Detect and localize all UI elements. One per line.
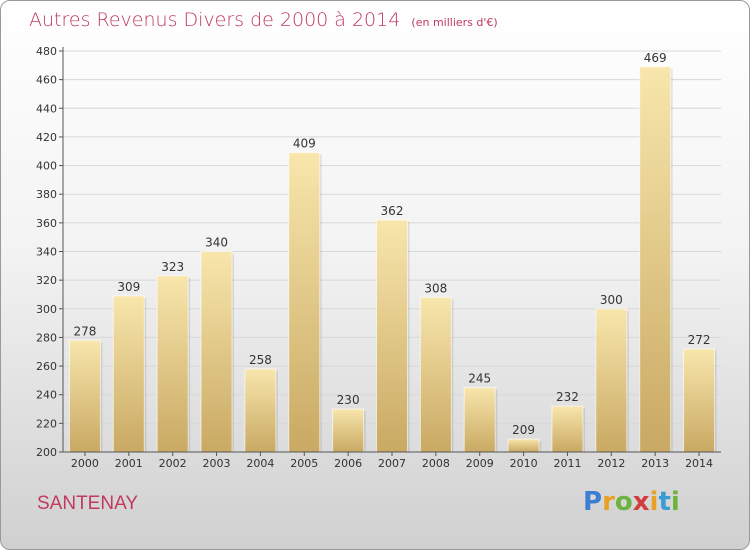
y-tick-label: 260 bbox=[36, 360, 57, 373]
x-tick-label: 2002 bbox=[159, 457, 187, 470]
x-tick-label: 2014 bbox=[685, 457, 713, 470]
bar-value-label: 245 bbox=[468, 372, 491, 386]
bar-value-label: 409 bbox=[293, 137, 316, 151]
y-tick-label: 300 bbox=[36, 303, 57, 316]
bars bbox=[68, 66, 717, 453]
labels: 200 220 240 260 280 300 320 340 360 380 400 420 440 4… bbox=[36, 45, 713, 470]
x-tick-label: 2007 bbox=[378, 457, 406, 470]
bar bbox=[419, 296, 452, 453]
bar-value-label: 308 bbox=[424, 281, 447, 295]
bar-value-label: 469 bbox=[644, 51, 667, 65]
chart-unit: (en milliers d'€) bbox=[411, 16, 498, 29]
bar-value-label: 272 bbox=[688, 333, 711, 347]
bar-value-label: 209 bbox=[512, 423, 535, 437]
y-tick-label: 360 bbox=[36, 217, 57, 230]
logo-letter: t bbox=[658, 487, 671, 517]
bar bbox=[463, 387, 496, 453]
bar-value-label: 258 bbox=[249, 353, 272, 367]
y-tick-label: 240 bbox=[36, 389, 57, 402]
bar bbox=[639, 66, 672, 453]
y-tick-label: 380 bbox=[36, 188, 57, 201]
bar-value-label: 278 bbox=[73, 324, 96, 338]
bar bbox=[244, 368, 277, 453]
bar bbox=[200, 251, 233, 453]
y-tick-label: 400 bbox=[36, 160, 57, 173]
y-tick-label: 280 bbox=[36, 331, 57, 344]
bar-value-label: 340 bbox=[205, 236, 228, 250]
x-tick-label: 2006 bbox=[334, 457, 362, 470]
bar bbox=[551, 405, 584, 453]
x-tick-label: 2010 bbox=[510, 457, 538, 470]
bar bbox=[595, 308, 628, 453]
x-tick-label: 2011 bbox=[553, 457, 581, 470]
axes bbox=[59, 47, 721, 456]
x-tick-label: 2005 bbox=[290, 457, 318, 470]
x-tick-label: 2003 bbox=[203, 457, 231, 470]
logo-letter: o bbox=[614, 487, 633, 517]
bar bbox=[68, 339, 101, 453]
logo-letter: P bbox=[583, 487, 603, 517]
bar bbox=[288, 152, 321, 453]
x-tick-label: 2012 bbox=[597, 457, 625, 470]
logo-letter: r bbox=[602, 487, 615, 517]
proxiti-logo: Proxiti bbox=[583, 487, 680, 517]
bar bbox=[156, 275, 189, 453]
y-tick-label: 460 bbox=[36, 74, 57, 87]
commune-name: SANTENAY bbox=[37, 493, 139, 514]
y-tick-label: 220 bbox=[36, 417, 57, 430]
y-tick-label: 440 bbox=[36, 102, 57, 115]
x-tick-label: 2013 bbox=[641, 457, 669, 470]
bar bbox=[112, 295, 145, 453]
bar-value-label: 232 bbox=[556, 390, 579, 404]
bar bbox=[332, 408, 365, 453]
bar bbox=[376, 219, 408, 453]
y-tick-label: 320 bbox=[36, 274, 57, 287]
x-tick-label: 2008 bbox=[422, 457, 450, 470]
bar-value-label: 230 bbox=[337, 393, 360, 407]
logo-letter: x bbox=[632, 487, 650, 517]
bar-value-label: 362 bbox=[381, 204, 404, 218]
logo-letter: i bbox=[649, 487, 659, 517]
x-tick-label: 2009 bbox=[466, 457, 494, 470]
bar bbox=[507, 438, 540, 453]
bar-value-label: 300 bbox=[600, 293, 623, 307]
x-tick-label: 2001 bbox=[115, 457, 143, 470]
chart-header: Autres Revenus Divers de 2000 à 2014 (en… bbox=[29, 9, 498, 31]
bar bbox=[683, 348, 716, 453]
bar-value-label: 309 bbox=[117, 280, 140, 294]
x-tick-label: 2004 bbox=[246, 457, 274, 470]
y-tick-label: 340 bbox=[36, 246, 57, 259]
y-tick-label: 420 bbox=[36, 131, 57, 144]
logo-letter: i bbox=[670, 487, 680, 517]
y-tick-label: 480 bbox=[36, 45, 57, 58]
x-tick-label: 2000 bbox=[71, 457, 99, 470]
y-tick-label: 200 bbox=[36, 446, 57, 459]
chart-title: Autres Revenus Divers de 2000 à 2014 bbox=[29, 9, 401, 31]
bar-value-label: 323 bbox=[161, 260, 184, 274]
